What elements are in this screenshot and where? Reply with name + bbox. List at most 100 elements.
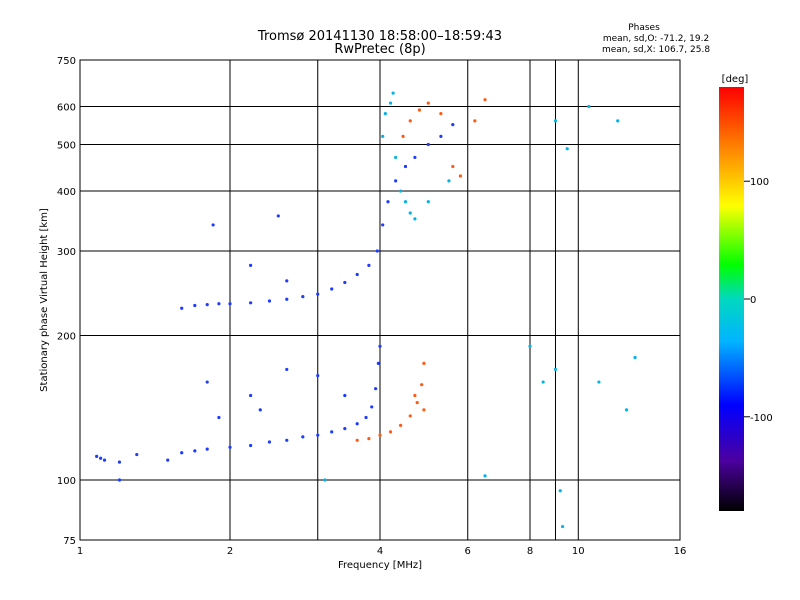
data-point: [553, 367, 558, 372]
phase-legend-o-mode: mean, sd,O: -71.2, 19.2: [603, 34, 709, 44]
data-point: [439, 134, 443, 138]
x-tick-label: 2: [227, 546, 233, 557]
data-point: [343, 426, 347, 431]
phase-legend-heading: Phases: [628, 23, 660, 33]
data-point: [483, 474, 487, 478]
colorbar-label: [deg]: [722, 74, 749, 85]
data-point: [343, 393, 347, 398]
data-point: [394, 155, 398, 160]
data-point: [439, 111, 443, 116]
data-point: [413, 217, 417, 221]
data-point: [301, 435, 305, 439]
data-point: [388, 430, 393, 434]
data-point: [422, 408, 426, 412]
data-point: [378, 344, 382, 348]
data-point: [399, 189, 403, 193]
y-tick-label: 100: [57, 476, 76, 487]
data-point: [408, 211, 412, 215]
data-point: [633, 355, 637, 360]
data-point: [403, 200, 408, 204]
grid-lines: [80, 60, 680, 540]
axis-ticks: 1 2 4 6 8 10 16 75 100 200 300 400 500 600 750: [57, 56, 686, 557]
y-tick-label: 75: [63, 536, 76, 547]
data-point: [553, 119, 558, 123]
data-point: [249, 393, 253, 398]
data-point: [447, 179, 451, 183]
data-point: [364, 415, 368, 420]
data-point: [483, 98, 487, 102]
data-point: [258, 408, 262, 412]
data-point: [378, 433, 382, 437]
data-point: [355, 272, 359, 277]
data-point: [587, 104, 591, 109]
phase-colorbar: [719, 87, 744, 511]
data-point: [99, 456, 103, 460]
x-axis-label: Frequency [MHz]: [338, 560, 422, 571]
data-point: [249, 263, 253, 267]
data-point: [413, 155, 417, 160]
data-point: [193, 303, 197, 308]
data-point: [316, 374, 320, 378]
data-point: [285, 279, 289, 283]
phase-legend-x-mode: mean, sd,X: 106.7, 25.8: [602, 45, 710, 55]
data-point: [343, 280, 347, 285]
data-point: [401, 134, 405, 138]
data-point: [408, 414, 412, 418]
data-point: [528, 344, 532, 348]
data-point: [217, 302, 221, 306]
data-point: [381, 134, 385, 138]
data-point: [135, 452, 139, 457]
data-point: [316, 292, 320, 296]
data-point: [228, 302, 232, 306]
data-point: [426, 200, 430, 204]
data-point: [205, 380, 209, 384]
y-tick-label: 400: [57, 187, 76, 198]
data-point: [374, 387, 378, 391]
data-point: [205, 302, 209, 307]
data-point: [211, 223, 215, 227]
data-point: [403, 164, 408, 169]
data-point: [355, 422, 359, 426]
x-tick-label: 4: [377, 546, 383, 557]
data-point: [180, 451, 184, 455]
data-point: [381, 223, 385, 227]
y-tick-label: 200: [57, 332, 76, 343]
data-points: [95, 91, 637, 529]
data-point: [370, 405, 374, 409]
y-tick-label: 300: [57, 247, 76, 258]
data-point: [420, 383, 424, 387]
data-point: [415, 400, 419, 405]
y-tick-label: 500: [57, 141, 76, 152]
data-point: [205, 447, 209, 451]
data-point: [473, 119, 477, 123]
colorbar-tick-label: -100: [750, 413, 773, 424]
y-axis-label: Stationary phase Virtual Height [km]: [39, 208, 50, 392]
x-tick-label: 8: [527, 546, 533, 557]
x-tick-label: 16: [674, 546, 687, 557]
data-point: [458, 174, 463, 178]
data-point: [355, 438, 359, 442]
data-point: [394, 179, 398, 183]
data-point: [267, 440, 272, 444]
data-point: [316, 433, 320, 437]
data-point: [451, 164, 455, 169]
data-point: [597, 380, 601, 384]
data-point: [408, 119, 412, 123]
data-point: [323, 478, 327, 482]
colorbar-tick-label: 100: [750, 177, 769, 188]
data-point: [166, 458, 170, 462]
data-point: [426, 142, 430, 147]
data-point: [451, 123, 455, 127]
data-point: [249, 443, 253, 448]
data-point: [95, 454, 99, 459]
x-tick-label: 10: [572, 546, 585, 557]
data-point: [117, 460, 122, 464]
data-point: [376, 361, 380, 365]
data-point: [267, 299, 272, 303]
data-point: [616, 119, 620, 123]
data-point: [249, 301, 253, 305]
data-point: [117, 478, 122, 482]
data-point: [383, 111, 387, 116]
data-point: [541, 380, 545, 384]
chart-subtitle: RwPretec (8p): [334, 42, 425, 57]
